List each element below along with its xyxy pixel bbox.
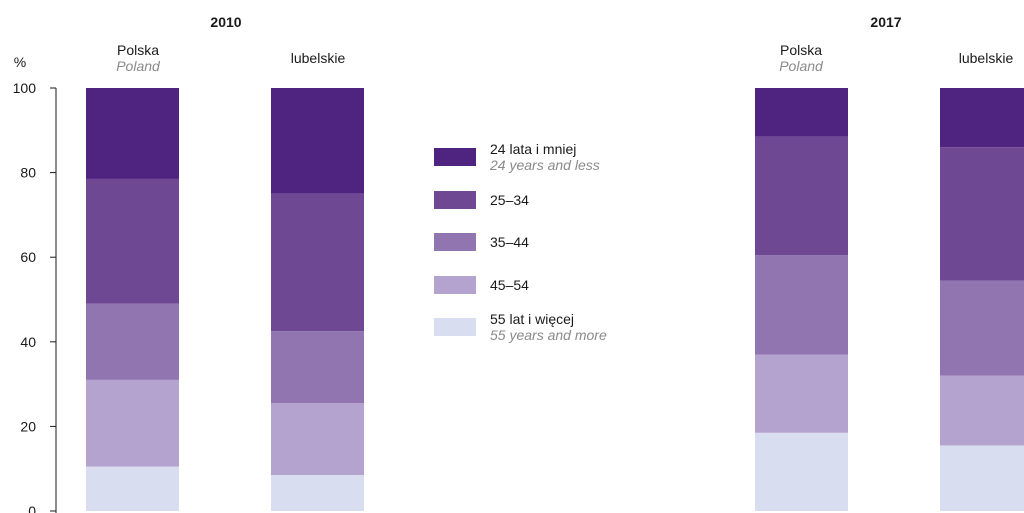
category-label-en-poland-2017: Poland <box>779 58 824 74</box>
bar-segment-2010-poland-25-34 <box>86 178 179 304</box>
legend-swatch-55+ <box>434 318 476 336</box>
legend-swatch-25-34 <box>434 191 476 209</box>
y-tick-label: 100 <box>13 80 37 96</box>
legend-label-35-44: 35–44 <box>490 234 529 250</box>
bar-segment-2017-lubelskie-55+ <box>940 445 1024 511</box>
bar-segment-2017-poland-25-34 <box>755 136 848 256</box>
y-axis-label: % <box>14 54 26 70</box>
category-label-lubelskie-2017: lubelskie <box>959 50 1014 66</box>
category-label-poland-2010: Polska <box>117 42 159 58</box>
bars <box>86 88 1024 511</box>
y-tick-label: 80 <box>20 165 36 181</box>
legend-swatch-45-54 <box>434 276 476 294</box>
y-tick-label: 60 <box>20 249 36 265</box>
bar-segment-2010-poland-45-54 <box>86 379 179 467</box>
legend-label-24-: 24 lata i mniej <box>490 141 576 157</box>
bar-segment-2017-lubelskie-35-44 <box>940 280 1024 376</box>
category-label-en-poland-2010: Poland <box>116 58 161 74</box>
bar-segment-2010-lubelskie-25-34 <box>271 193 364 332</box>
legend-swatch-24- <box>434 148 476 166</box>
y-ticks: 0 20 40 60 80 100 <box>13 80 56 513</box>
bar-segment-2017-poland-55+ <box>755 432 848 511</box>
bar-segment-2010-lubelskie-55+ <box>271 475 364 511</box>
bar-segment-2017-lubelskie-25-34 <box>940 147 1024 281</box>
legend-label-25-34: 25–34 <box>490 192 529 208</box>
category-label-poland-2017: Polska <box>780 42 822 58</box>
legend-label-en-55+: 55 years and more <box>490 327 607 343</box>
legend-swatch-35-44 <box>434 233 476 251</box>
bar-segment-2010-lubelskie-24- <box>271 88 364 194</box>
legend-label-45-54: 45–54 <box>490 277 529 293</box>
panel-title-2017: 2017 <box>870 14 901 30</box>
y-tick-label: 40 <box>20 334 36 350</box>
legend-label-55+: 55 lat i więcej <box>490 311 574 327</box>
bar-segment-2010-poland-55+ <box>86 466 179 511</box>
bar-segment-2017-lubelskie-24- <box>940 88 1024 148</box>
bar-segment-2010-lubelskie-35-44 <box>271 331 364 404</box>
bar-segment-2010-poland-35-44 <box>86 303 179 380</box>
panel-title-2010: 2010 <box>210 14 241 30</box>
bar-segment-2017-poland-24- <box>755 88 848 137</box>
bar-segment-2017-poland-45-54 <box>755 354 848 433</box>
category-label-lubelskie-2010: lubelskie <box>291 50 346 66</box>
bar-segment-2010-lubelskie-45-54 <box>271 403 364 476</box>
bar-segment-2010-poland-24- <box>86 88 179 179</box>
bar-segment-2017-lubelskie-45-54 <box>940 375 1024 446</box>
legend-label-en-24-: 24 years and less <box>489 157 600 173</box>
y-tick-label: 20 <box>20 418 36 434</box>
y-tick-label: 0 <box>28 503 36 513</box>
bar-segment-2017-poland-35-44 <box>755 255 848 355</box>
